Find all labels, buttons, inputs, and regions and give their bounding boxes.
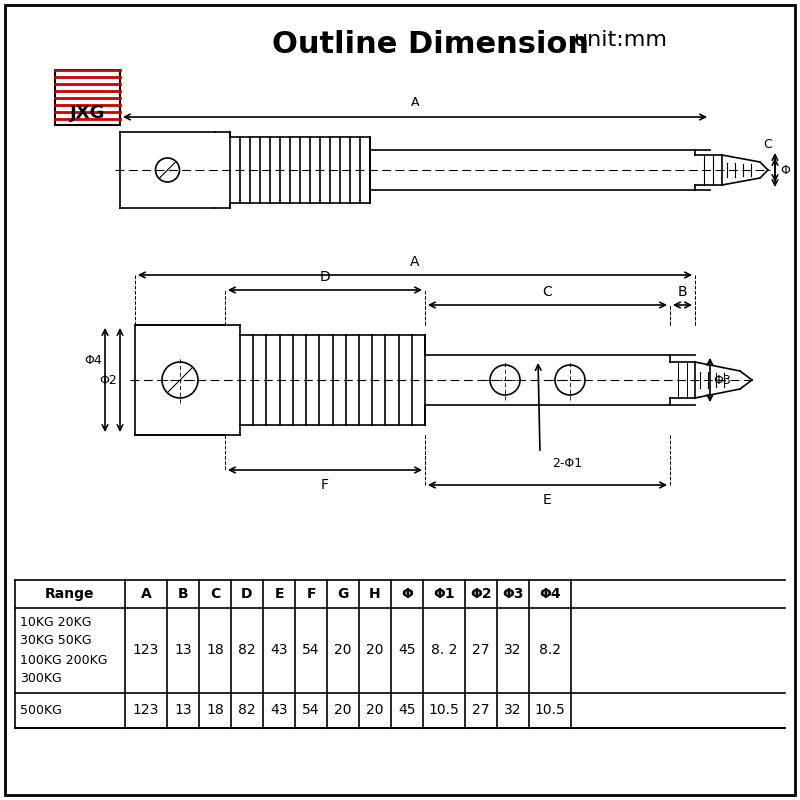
Text: B: B	[178, 587, 188, 601]
Text: 8. 2: 8. 2	[431, 643, 457, 658]
Text: A: A	[410, 255, 420, 269]
Text: 10KG 20KG
30KG 50KG
100KG 200KG
300KG: 10KG 20KG 30KG 50KG 100KG 200KG 300KG	[20, 615, 107, 686]
Text: 43: 43	[270, 703, 288, 718]
Text: 10.5: 10.5	[429, 703, 459, 718]
Text: 18: 18	[206, 703, 224, 718]
Text: 10.5: 10.5	[534, 703, 566, 718]
Text: 54: 54	[302, 703, 320, 718]
Text: 2-Φ1: 2-Φ1	[552, 457, 582, 470]
Text: Range: Range	[46, 587, 94, 601]
Text: C: C	[210, 587, 220, 601]
Text: A: A	[410, 96, 419, 109]
Text: Φ1: Φ1	[433, 587, 455, 601]
Text: JXG: JXG	[70, 104, 106, 122]
Text: E: E	[274, 587, 284, 601]
Text: Φ3: Φ3	[502, 587, 524, 601]
Text: 45: 45	[398, 703, 416, 718]
Text: Φ: Φ	[780, 163, 790, 177]
Text: 18: 18	[206, 643, 224, 658]
Text: Outline Dimension: Outline Dimension	[271, 30, 589, 59]
Text: 20: 20	[334, 703, 352, 718]
Text: 123: 123	[133, 703, 159, 718]
Text: F: F	[306, 587, 316, 601]
Text: unit:mm: unit:mm	[573, 30, 667, 50]
Text: B: B	[678, 285, 687, 299]
Text: 20: 20	[334, 643, 352, 658]
Text: 8.2: 8.2	[539, 643, 561, 658]
Text: 13: 13	[174, 703, 192, 718]
Text: 20: 20	[366, 643, 384, 658]
Text: 500KG: 500KG	[20, 704, 62, 717]
Text: 123: 123	[133, 643, 159, 658]
Text: 27: 27	[472, 643, 490, 658]
Text: 43: 43	[270, 643, 288, 658]
Text: 54: 54	[302, 643, 320, 658]
Text: E: E	[543, 493, 552, 507]
Bar	[55, 70, 120, 125]
Text: C: C	[763, 138, 772, 151]
Text: D: D	[320, 270, 330, 284]
Text: Φ: Φ	[401, 587, 413, 601]
Text: C: C	[542, 285, 552, 299]
Text: Φ2: Φ2	[470, 587, 492, 601]
Text: D: D	[242, 587, 253, 601]
Text: Φ2: Φ2	[99, 374, 117, 386]
Text: 32: 32	[504, 643, 522, 658]
Text: 27: 27	[472, 703, 490, 718]
Text: 20: 20	[366, 703, 384, 718]
Text: A: A	[141, 587, 151, 601]
Text: H: H	[369, 587, 381, 601]
Text: 82: 82	[238, 643, 256, 658]
Text: 45: 45	[398, 643, 416, 658]
Text: Φ4: Φ4	[539, 587, 561, 601]
Text: 82: 82	[238, 703, 256, 718]
Text: 32: 32	[504, 703, 522, 718]
Text: Φ3: Φ3	[713, 374, 730, 386]
Text: G: G	[338, 587, 349, 601]
Text: Φ4: Φ4	[84, 354, 102, 366]
Text: F: F	[321, 478, 329, 492]
Text: 13: 13	[174, 643, 192, 658]
